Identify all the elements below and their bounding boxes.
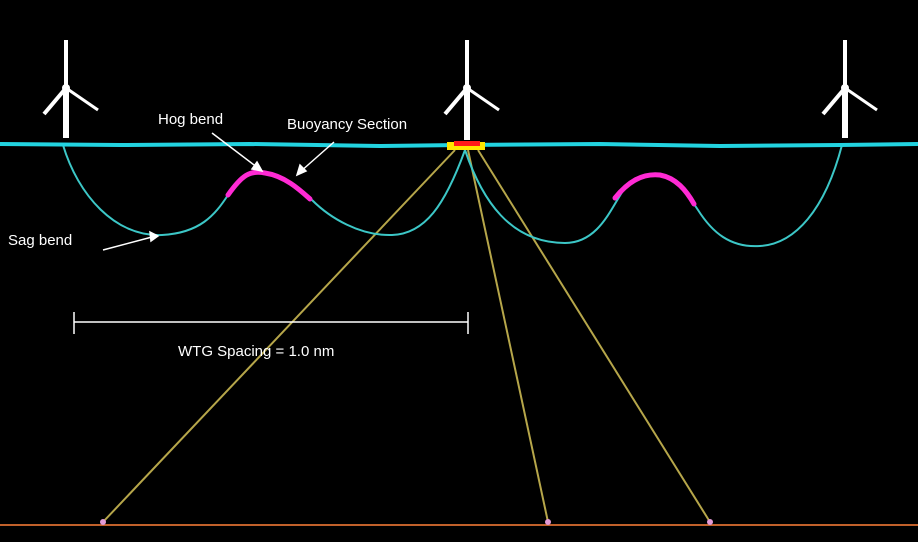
sag-bend-arrow: [102, 236, 153, 251]
cable-right: [464, 144, 843, 248]
annotation-arrows: [102, 132, 335, 251]
mooring-line-center: [467, 149, 549, 523]
buoyancy-arrowhead: [295, 163, 308, 177]
dynamic-cables: [62, 144, 843, 248]
anchor-points: [100, 519, 713, 525]
anchor-point: [545, 519, 551, 525]
buoyancy-section-right: [612, 172, 697, 207]
anchor-point: [707, 519, 713, 525]
floating-platform-icon: [447, 141, 485, 150]
buoyancy-section-label: Buoyancy Section: [287, 116, 408, 133]
hog-bend-arrow: [211, 132, 259, 169]
buoyancy-section-left: [225, 169, 313, 202]
mooring-lines: [102, 149, 711, 523]
wind-turbine-icon: [443, 40, 500, 140]
spacing-dimension: [73, 312, 469, 334]
sag-bend-label: Sag bend: [8, 232, 73, 249]
buoyancy-arrow: [299, 141, 335, 173]
sag-bend-arrowhead: [149, 230, 160, 243]
hog-bend-arrowhead: [250, 160, 264, 173]
hog-bend-label: Hog bend: [158, 111, 224, 128]
anchor-point: [100, 519, 106, 525]
buoyancy-sections: [225, 169, 697, 207]
spacing-label: WTG Spacing = 1.0 nm: [178, 343, 335, 360]
wind-turbine-icon: [42, 40, 99, 138]
cable-left: [62, 144, 466, 237]
wind-turbine-icon: [821, 40, 878, 138]
mooring-line-left: [102, 149, 456, 523]
mooring-line-right: [477, 149, 711, 523]
